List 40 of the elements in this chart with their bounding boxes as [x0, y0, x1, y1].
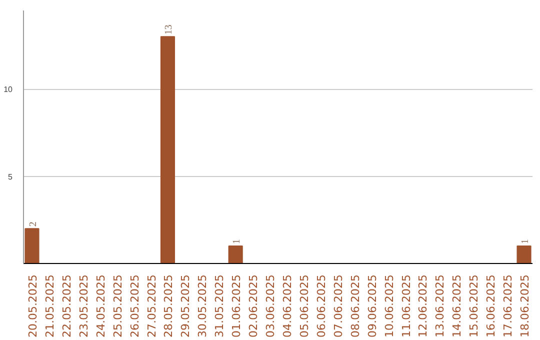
x-tick-label: 18.06.2025 — [518, 274, 532, 338]
x-tick-label: 28.05.2025 — [162, 274, 176, 338]
x-tick-label: 17.06.2025 — [502, 274, 515, 338]
x-tick-label: 21.05.2025 — [43, 274, 56, 338]
x-tick-label: 04.06.2025 — [280, 274, 294, 338]
x-tick-label: 05.06.2025 — [298, 274, 311, 338]
y-tick-label: 5 — [8, 172, 14, 182]
x-tick-label: 02.06.2025 — [247, 274, 260, 338]
data-label: 1 — [232, 239, 243, 244]
x-tick-label: 08.06.2025 — [348, 274, 362, 338]
data-label: 2 — [28, 222, 39, 227]
bar — [228, 246, 243, 264]
bar — [24, 228, 40, 264]
x-tick-label: 01.06.2025 — [230, 274, 244, 338]
x-tick-label: 31.05.2025 — [213, 274, 226, 338]
x-tick-label: 16.06.2025 — [484, 274, 498, 338]
x-tick-label: 26.05.2025 — [128, 274, 142, 338]
x-tick-label: 10.06.2025 — [382, 274, 396, 338]
x-tick-label: 14.06.2025 — [450, 274, 464, 338]
y-tick-label: 10 — [4, 85, 14, 94]
x-tick-label: 29.05.2025 — [179, 274, 192, 338]
x-tick-label: 09.06.2025 — [366, 274, 379, 338]
x-tick-label: 15.06.2025 — [468, 274, 481, 338]
bar — [516, 246, 532, 264]
data-label: 1 — [520, 239, 532, 244]
x-tick-label: 27.05.2025 — [145, 274, 158, 338]
x-tick-label: 13.06.2025 — [434, 274, 447, 338]
x-tick-label: 22.05.2025 — [60, 274, 74, 338]
bar — [160, 36, 176, 264]
x-tick-label: 24.05.2025 — [94, 274, 108, 338]
data-label: 13 — [164, 24, 175, 35]
x-tick-label: 12.06.2025 — [416, 274, 430, 338]
x-tick-label: 03.06.2025 — [264, 274, 278, 338]
x-tick-label: 20.05.2025 — [26, 274, 40, 338]
x-tick-label: 06.06.2025 — [314, 274, 328, 338]
x-tick-label: 23.05.2025 — [77, 274, 90, 338]
x-tick-label: 25.05.2025 — [111, 274, 124, 338]
x-tick-label: 11.06.2025 — [400, 274, 413, 338]
x-tick-label: 30.05.2025 — [196, 274, 210, 338]
x-tick-label: 07.06.2025 — [332, 274, 345, 338]
